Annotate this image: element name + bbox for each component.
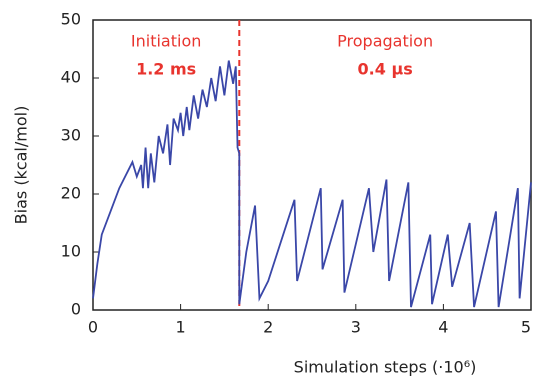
- annotation: 1.2 ms: [136, 60, 196, 79]
- y-axis-label: Bias (kcal/mol): [12, 106, 31, 225]
- x-tick-label: 1: [176, 318, 186, 337]
- series-line: [92, 60, 532, 308]
- x-tick-label: 3: [351, 318, 361, 337]
- y-tick-label: 10: [61, 242, 81, 261]
- y-tick-label: 50: [61, 10, 81, 29]
- x-tick-label: 5: [521, 318, 531, 337]
- annotation: Initiation: [131, 32, 201, 51]
- x-axis-label: Simulation steps (·10⁶): [294, 358, 477, 377]
- y-tick-label: 0: [71, 300, 81, 319]
- x-tick-label: 0: [88, 318, 98, 337]
- y-tick-label: 30: [61, 126, 81, 145]
- plot-frame: [92, 19, 532, 311]
- x-tick-label: 4: [438, 318, 448, 337]
- y-tick-label: 20: [61, 184, 81, 203]
- annotation: 0.4 µs: [358, 60, 413, 79]
- x-tick-label: 2: [263, 318, 273, 337]
- y-tick-label: 40: [61, 68, 81, 87]
- annotation: Propagation: [337, 32, 433, 51]
